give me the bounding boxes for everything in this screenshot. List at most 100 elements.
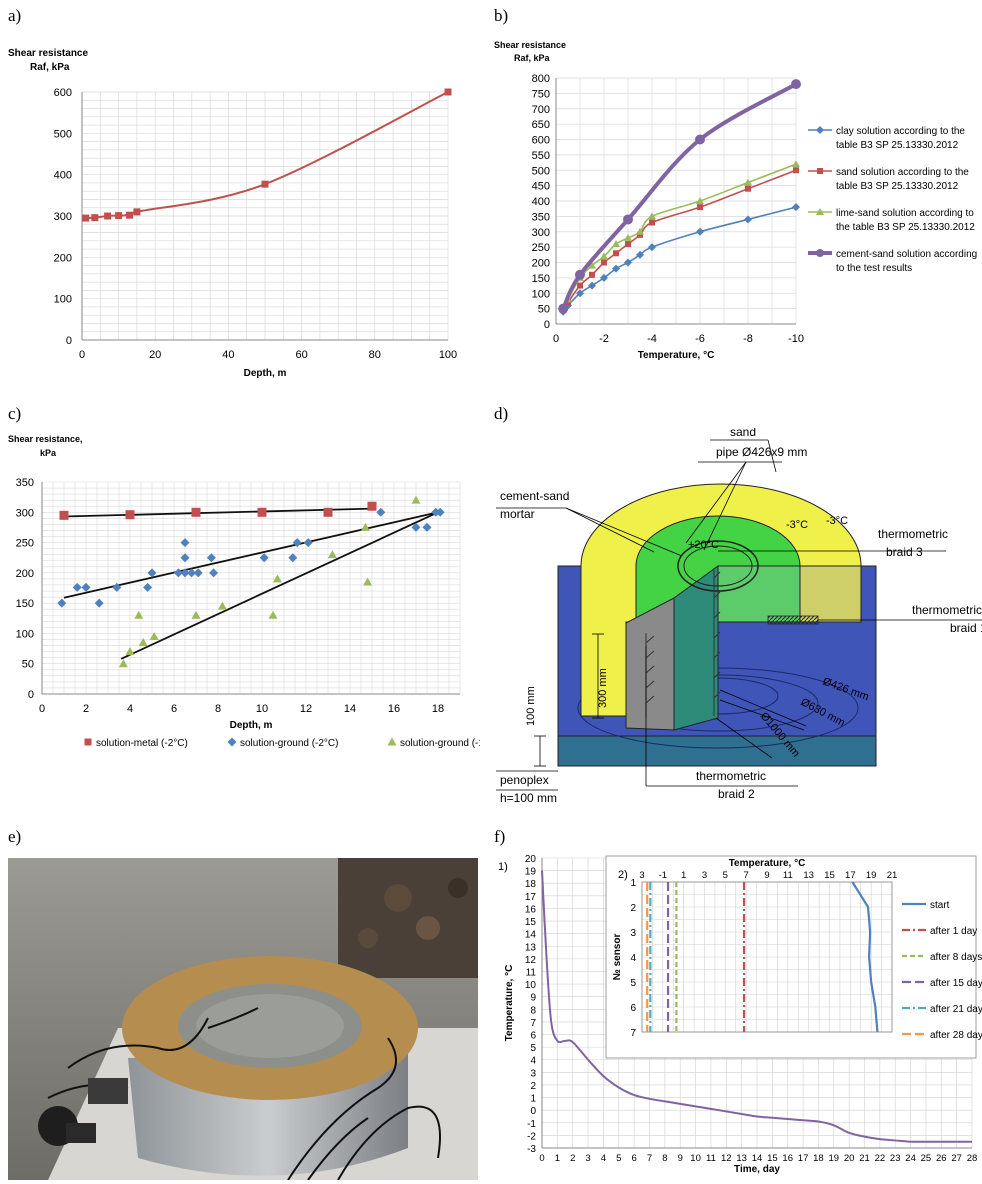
chart-f-xtick: 21 <box>859 1153 870 1164</box>
chart-c-legend-marker-0 <box>84 738 92 746</box>
chart-b-point-2 <box>696 197 704 204</box>
label-pipe: pipe Ø426x9 mm <box>716 445 807 459</box>
chart-c-point-1 <box>180 553 190 563</box>
chart-f-inset-xtick: -1 <box>659 870 667 881</box>
chart-f-subplot-label: 1) <box>498 861 508 873</box>
chart-f-xtick: 17 <box>798 1153 809 1164</box>
chart-c-point-1 <box>180 568 190 578</box>
label-100mm: 100 mm <box>525 686 537 726</box>
chart-f-xtick: 8 <box>662 1153 667 1164</box>
chart-f-ytick: 1 <box>530 1094 536 1105</box>
chart-b-point-2 <box>744 178 752 186</box>
chart-c-point-2 <box>268 610 278 619</box>
label-braid2-a: thermometric <box>696 769 766 783</box>
chart-b-line-1 <box>562 169 797 311</box>
chart-b-point-3 <box>558 303 569 314</box>
chart-c-point-0 <box>257 507 267 517</box>
chart-b-xtick: -4 <box>647 333 657 345</box>
chart-f-inset-xtick: 11 <box>783 870 793 881</box>
chart-b-point-0 <box>744 215 752 224</box>
chart-c-ytick: 250 <box>16 538 34 550</box>
chart-b-xtick: 0 <box>553 333 559 345</box>
chart-f-inset-xtick: 5 <box>723 870 728 881</box>
panel-label-d: d) <box>494 404 509 423</box>
chart-f-inset-ytick: 2 <box>630 903 636 914</box>
chart-c-ylabel-1: Shear resistance, <box>8 434 83 444</box>
chart-c-point-0 <box>323 507 333 517</box>
chart-b-point-0 <box>636 250 644 259</box>
chart-a-point <box>133 208 141 216</box>
label-braid1-a: thermometric <box>912 603 982 617</box>
chart-f-xtick: 2 <box>570 1153 575 1164</box>
chart-b-point-0 <box>696 227 704 236</box>
chart-f-inset-legend-text-2: after 8 days <box>930 952 982 963</box>
label-plus20: +20°C <box>688 539 719 551</box>
chart-c-ylabel-2: kPa <box>40 448 57 458</box>
chart-b-point-2 <box>588 261 596 269</box>
chart-c-point-1 <box>187 568 197 578</box>
chart-f-xtick: 28 <box>967 1153 978 1164</box>
chart-f-ytick: 9 <box>530 993 536 1004</box>
chart-f-inset-line-0 <box>851 881 879 1033</box>
label-braid3-b: braid 3 <box>886 545 923 559</box>
label-minus3-a: -3°C <box>786 519 808 531</box>
chart-b-point-3 <box>623 214 633 225</box>
chart-b-point-1 <box>637 231 643 238</box>
chart-b-point-2 <box>648 212 656 220</box>
chart-f-xtick: 12 <box>721 1153 732 1164</box>
chart-c-xtick: 0 <box>39 703 45 715</box>
diagram-d-test-setup: pipe Ø426x9 mm sand cement-sand mortar -… <box>496 428 982 805</box>
chart-b-point-0 <box>612 264 620 273</box>
chart-c-xtick: 2 <box>83 703 89 715</box>
chart-c-point-1 <box>173 568 183 578</box>
chart-f-inset-xlabel: Temperature, °C <box>729 858 806 869</box>
panel-label-c: c) <box>8 404 22 423</box>
panel-label-e: e) <box>8 827 22 846</box>
chart-b-ytick: 800 <box>532 73 550 85</box>
chart-f-ytick: 8 <box>530 1005 536 1016</box>
chart-b-point-2 <box>792 160 800 168</box>
chart-b-xtick: -6 <box>695 333 705 345</box>
chart-c-point-1 <box>292 538 302 548</box>
braid-1-hatch <box>767 615 819 625</box>
chart-f-ytick: 4 <box>530 1056 536 1067</box>
chart-b-ytick: 400 <box>532 196 550 208</box>
chart-f-xtick: 15 <box>767 1153 778 1164</box>
chart-c-point-1 <box>57 598 67 608</box>
chart-b-ylabel-2: Raf, kPa <box>514 53 551 63</box>
chart-f-ytick: -3 <box>527 1144 536 1155</box>
chart-f-inset-axes <box>641 881 893 1033</box>
chart-a-xtick: 80 <box>369 349 381 361</box>
chart-c-point-2 <box>118 659 128 668</box>
chart-a-point <box>261 180 269 188</box>
chart-f-xtick: 13 <box>736 1153 747 1164</box>
chart-b-ytick: 450 <box>532 181 550 193</box>
chart-c-point-0 <box>191 507 201 517</box>
chart-b-ytick: 0 <box>544 319 550 331</box>
chart-a-point <box>115 212 123 220</box>
chart-b-ylabel-1: Shear resistance <box>494 40 566 50</box>
chart-f-ytick: 15 <box>525 917 537 928</box>
chart-c-ytick: 300 <box>16 507 34 519</box>
chart-f-ytick: 0 <box>530 1106 536 1117</box>
chart-b-legend-marker-3 <box>816 249 824 257</box>
chart-b-point-0 <box>588 281 596 290</box>
chart-c-point-1 <box>81 582 91 592</box>
chart-a-ytick: 600 <box>54 87 72 99</box>
chart-c-point-1 <box>376 507 386 517</box>
chart-c-xtick: 8 <box>215 703 221 715</box>
chart-f-inset-xtick: 15 <box>824 870 835 881</box>
chart-f-xtick: 11 <box>706 1153 716 1164</box>
chart-f-inset-ylabel: № sensor <box>612 934 623 981</box>
chart-c-point-1 <box>288 553 298 563</box>
chart-c-point-1 <box>259 553 269 563</box>
chart-c-point-2 <box>363 577 373 586</box>
chart-f-ylabel: Temperature, °C <box>504 965 515 1042</box>
chart-f-inset-xtick: 7 <box>744 870 749 881</box>
chart-c-ytick: 350 <box>16 477 34 489</box>
label-cement-2: mortar <box>500 507 535 521</box>
chart-f-inset-legend-text-4: after 21 days <box>930 1004 982 1015</box>
chart-a-ytick: 200 <box>54 252 72 264</box>
chart-b-legend-marker-2 <box>816 208 824 215</box>
label-braid1-b: braid 1 <box>950 621 982 635</box>
